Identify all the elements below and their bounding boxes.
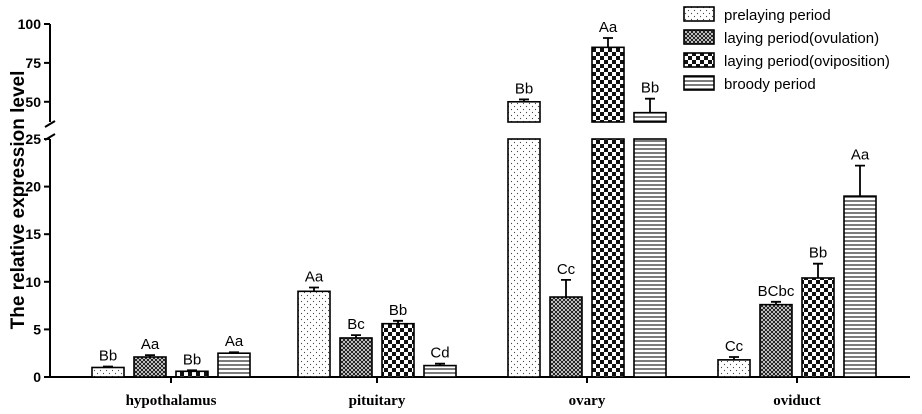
y-tick-label: 15 xyxy=(25,226,41,242)
legend-entry: prelaying period xyxy=(724,7,831,24)
bar xyxy=(297,290,331,378)
bar xyxy=(759,303,793,378)
significance-label: Bc xyxy=(347,316,365,333)
significance-label: Bb xyxy=(183,351,201,368)
error-bar xyxy=(645,97,655,113)
bar xyxy=(175,370,209,378)
bar xyxy=(591,138,625,378)
significance-label: Cd xyxy=(430,345,449,362)
legend: prelaying period laying period(ovulation)… xyxy=(683,6,890,93)
bars xyxy=(91,37,877,378)
error-bar xyxy=(103,365,113,368)
significance-label: Bb xyxy=(641,80,659,97)
significance-label: Bb xyxy=(99,348,117,365)
legend-entry: laying period(oviposition) xyxy=(724,53,890,70)
category-label: oviduct xyxy=(773,393,821,409)
category-label: ovary xyxy=(569,393,606,409)
data-labels: Bb Aa Bb Aa Aa Bc Bb Cd Bb Cc Aa Bb Cc BCbc Bb Aa xyxy=(99,19,870,368)
bar xyxy=(133,356,167,378)
bar xyxy=(217,352,251,378)
y-tick-label: 0 xyxy=(33,369,41,385)
bar-upper-segment xyxy=(507,100,541,123)
legend-swatch xyxy=(683,29,715,45)
error-bar xyxy=(435,362,445,366)
significance-label: Cc xyxy=(557,261,576,278)
legend-swatch xyxy=(683,6,715,22)
y-tick-label: 25 xyxy=(25,131,41,147)
legend-entry: laying period(ovulation) xyxy=(724,30,879,47)
bar xyxy=(423,364,457,378)
bar xyxy=(843,195,877,378)
legend-swatch xyxy=(683,75,715,91)
bar xyxy=(633,138,667,378)
y-tick-label: 75 xyxy=(25,55,41,71)
y-tick-label: 20 xyxy=(25,179,41,195)
axis-break-mark xyxy=(44,120,56,128)
error-bar xyxy=(771,300,781,305)
significance-label: Aa xyxy=(851,147,870,164)
category-label: pituitary xyxy=(349,393,406,409)
legend-swatch xyxy=(683,52,715,68)
significance-label: Bb xyxy=(389,302,407,319)
bar xyxy=(91,366,125,378)
error-bar xyxy=(145,354,155,358)
y-tick-label: 100 xyxy=(18,16,42,32)
significance-label: Bb xyxy=(809,245,827,262)
y-tick-label: 10 xyxy=(25,274,41,290)
bar xyxy=(801,277,835,378)
significance-label: Bb xyxy=(515,80,533,97)
significance-label: Cc xyxy=(725,338,744,355)
significance-label: Aa xyxy=(225,333,244,350)
significance-label: Aa xyxy=(599,19,618,36)
bar xyxy=(717,359,751,378)
significance-label: Aa xyxy=(305,269,324,286)
error-bar xyxy=(729,356,739,360)
error-bar xyxy=(603,37,613,48)
bar xyxy=(507,138,541,378)
y-tick-label: 50 xyxy=(25,94,41,110)
bar-upper-segment xyxy=(591,46,625,123)
error-bar xyxy=(393,319,403,324)
bar xyxy=(549,296,583,378)
bar xyxy=(381,322,415,378)
bar-upper-segment xyxy=(633,111,667,123)
error-bar xyxy=(855,164,865,197)
error-bar xyxy=(351,334,361,338)
legend-entry: broody period xyxy=(724,76,816,93)
significance-label: BCbc xyxy=(758,283,795,300)
error-bar xyxy=(561,278,571,298)
error-bar xyxy=(813,262,823,278)
category-label: hypothalamus xyxy=(126,393,217,409)
significance-label: Aa xyxy=(141,336,160,353)
bar xyxy=(339,337,373,378)
error-bar xyxy=(519,98,529,102)
y-tick-label: 5 xyxy=(33,321,41,337)
error-bar xyxy=(187,369,197,372)
error-bar xyxy=(309,286,319,292)
y-axis-label: The relative expression level xyxy=(8,71,29,330)
error-bar xyxy=(229,351,239,354)
